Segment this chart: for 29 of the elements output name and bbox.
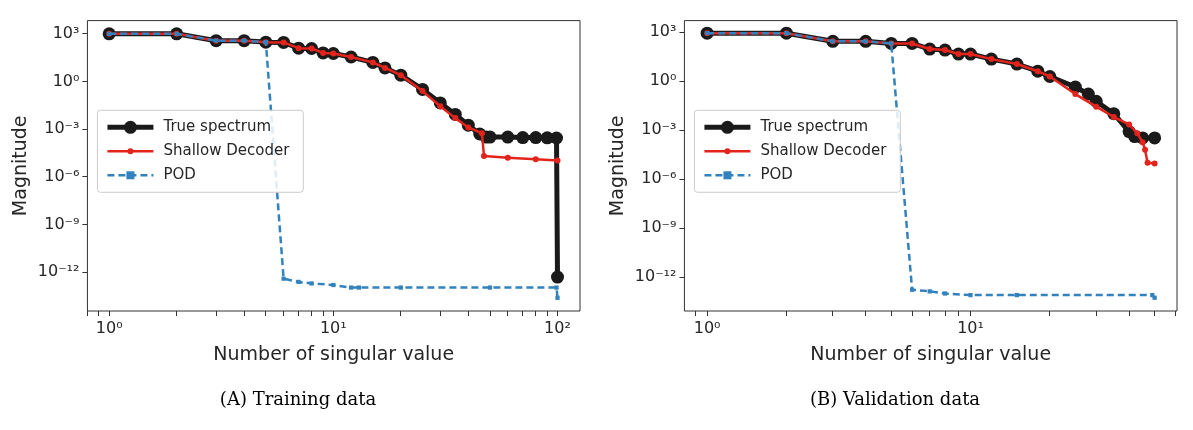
y-tick-label: 10⁻⁶	[641, 168, 677, 188]
x-tick-label: 10⁰	[95, 317, 123, 337]
y-tick-label: 10⁰	[52, 70, 80, 90]
y-tick-label: 10⁻³	[641, 119, 677, 139]
y-tick-label: 10⁻⁹	[641, 217, 677, 237]
legend-label: Shallow Decoder	[163, 141, 291, 160]
legend-label: POD	[760, 165, 793, 184]
x-tick-label: 10¹	[957, 317, 984, 337]
legend-label: True spectrum	[759, 117, 869, 136]
legend-label: Shallow Decoder	[760, 141, 888, 160]
legend-label: POD	[163, 165, 196, 184]
y-tick-label: 10⁻⁶	[44, 166, 80, 186]
x-axis-title: Number of singular value	[810, 341, 1052, 364]
y-tick-label: 10⁰	[649, 70, 677, 90]
y-tick-label: 10⁻¹²	[634, 266, 677, 286]
legend-label: True spectrum	[162, 117, 272, 136]
y-axis-title: Magnitude	[605, 115, 628, 217]
y-tick-label: 10⁻¹²	[37, 261, 80, 281]
text: (B) Validation data	[808, 388, 982, 409]
y-axis-title: Magnitude	[8, 115, 31, 217]
y-tick-label: 10⁻⁹	[44, 213, 80, 233]
text: (A) Training data	[218, 388, 378, 409]
x-tick-label: 10²	[544, 317, 571, 337]
y-tick-label: 10³	[52, 22, 80, 42]
y-tick-label: 10³	[649, 21, 677, 41]
x-tick-label: 10¹	[319, 317, 347, 337]
x-tick-label: 10⁰	[693, 317, 721, 337]
y-tick-label: 10⁻³	[44, 118, 80, 138]
x-axis-title: Number of singular value	[213, 341, 455, 364]
